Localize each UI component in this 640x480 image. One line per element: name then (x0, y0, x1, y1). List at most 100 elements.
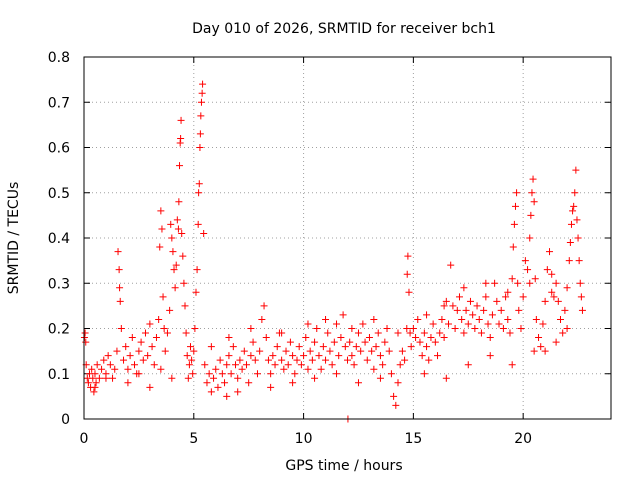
data-point (566, 239, 574, 247)
data-point (212, 365, 220, 373)
data-point (176, 162, 184, 170)
data-point (182, 329, 190, 337)
data-point (192, 288, 200, 296)
data-point (207, 343, 215, 351)
data-point (576, 279, 584, 287)
data-point (200, 229, 208, 237)
data-point (116, 284, 124, 292)
data-point (578, 306, 586, 314)
data-point (304, 365, 312, 373)
data-point (407, 343, 415, 351)
data-point (451, 325, 459, 332)
data-point (404, 252, 412, 260)
data-point (124, 365, 132, 373)
data-point (150, 361, 158, 369)
data-point (197, 98, 205, 106)
data-point (423, 311, 431, 319)
data-point (81, 329, 89, 337)
data-point (249, 338, 257, 346)
data-point (117, 325, 125, 332)
data-point (385, 347, 393, 355)
data-point (574, 234, 582, 242)
data-point (141, 329, 149, 337)
data-point (486, 334, 494, 342)
data-point (403, 325, 411, 332)
data-point (203, 379, 211, 387)
data-point (135, 370, 143, 378)
data-point (163, 329, 171, 337)
data-point (379, 361, 387, 369)
data-point (258, 315, 266, 323)
data-point (466, 297, 474, 305)
data-point (302, 334, 310, 342)
data-point (333, 320, 341, 328)
data-point (197, 112, 205, 120)
data-point (179, 252, 187, 260)
x-tick-label: 20 (514, 431, 532, 447)
data-point (530, 347, 538, 355)
data-point (508, 275, 516, 283)
data-point (291, 370, 299, 378)
data-point (333, 370, 341, 378)
data-point (365, 334, 373, 342)
y-tick-label: 0.7 (48, 95, 70, 111)
data-point (189, 370, 197, 378)
data-point (339, 311, 347, 319)
data-point (374, 329, 382, 337)
data-point (267, 383, 275, 391)
y-tick-label: 0.6 (48, 141, 70, 157)
data-point (482, 293, 490, 301)
data-point (509, 243, 517, 251)
data-point (88, 365, 96, 373)
data-point (519, 293, 527, 301)
data-point (223, 392, 231, 400)
data-point (387, 370, 395, 378)
data-point (188, 356, 196, 364)
data-point (423, 343, 431, 351)
data-point (482, 279, 490, 287)
data-point (160, 325, 168, 332)
data-point (317, 365, 325, 373)
data-point (473, 302, 481, 310)
data-point (526, 279, 534, 287)
data-point (368, 347, 376, 355)
data-point (396, 361, 404, 369)
data-point (403, 270, 411, 278)
data-point (434, 352, 442, 360)
data-point (480, 306, 488, 314)
data-point (113, 347, 121, 355)
data-point (315, 352, 323, 360)
data-point (114, 248, 122, 256)
data-point (499, 325, 507, 332)
data-point (207, 388, 215, 396)
data-point (126, 352, 134, 360)
data-point (357, 347, 365, 355)
data-point (412, 334, 420, 342)
data-point (526, 234, 534, 242)
data-point (495, 320, 503, 328)
data-point (267, 370, 275, 378)
data-point (242, 361, 250, 369)
data-point (464, 320, 472, 328)
data-point (251, 356, 259, 364)
data-point (91, 383, 99, 391)
data-point (442, 374, 450, 382)
plot-frame (83, 56, 612, 420)
data-point (504, 315, 512, 323)
data-point (539, 320, 547, 328)
data-point (198, 89, 206, 97)
data-point (390, 392, 398, 400)
data-point (543, 266, 551, 274)
data-point (109, 374, 117, 382)
data-point (168, 374, 176, 382)
data-point (420, 370, 428, 378)
data-point (524, 266, 532, 274)
data-point (326, 347, 334, 355)
data-point (167, 220, 175, 228)
data-point (514, 279, 522, 287)
data-point (175, 198, 183, 206)
data-point (394, 329, 402, 337)
data-point (508, 361, 516, 369)
data-point (181, 302, 189, 310)
data-point (104, 352, 112, 360)
